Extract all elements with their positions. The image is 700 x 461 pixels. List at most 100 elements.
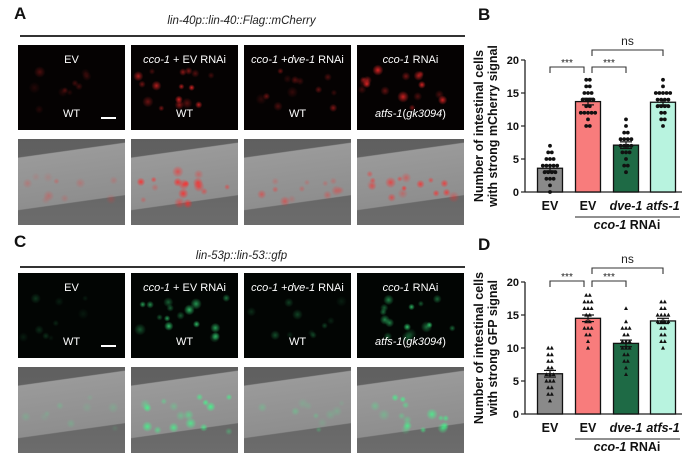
fluorescence-image: EV WT — [18, 45, 125, 130]
panel-a-divider — [20, 35, 465, 37]
brightfield-overlay-image — [357, 139, 464, 225]
data-point — [622, 359, 627, 363]
genotype-label: WT — [131, 108, 238, 120]
data-point — [589, 91, 594, 95]
data-point — [620, 326, 625, 330]
data-point — [549, 170, 554, 175]
significance-bracket — [591, 280, 627, 287]
data-point — [582, 299, 587, 304]
label-part: WT — [175, 108, 194, 120]
data-point — [544, 157, 549, 161]
data-point — [661, 84, 665, 89]
data-point — [546, 385, 551, 390]
data-point — [627, 339, 632, 343]
y-tick-label: 10 — [507, 343, 519, 355]
condition-label: cco-1 RNAi — [357, 54, 464, 66]
data-point — [589, 299, 594, 304]
data-point — [587, 104, 592, 109]
data-point — [546, 359, 551, 363]
significance-label: ns — [621, 34, 634, 48]
data-point — [625, 130, 630, 135]
label-part: cco-1 — [143, 282, 170, 294]
data-point — [587, 293, 592, 297]
y-tick-label: 15 — [507, 310, 519, 322]
data-point — [548, 163, 552, 168]
label-part: dve-1 — [287, 282, 316, 294]
label-part: WT — [62, 108, 81, 120]
data-point — [548, 398, 552, 403]
data-point — [548, 378, 552, 383]
label-part: RNAi — [315, 282, 344, 294]
x-category-label: EV — [580, 199, 597, 213]
panel-c-divider — [20, 266, 465, 268]
data-point — [627, 326, 632, 330]
data-point — [627, 345, 632, 350]
x-category-label: dve-1 — [610, 199, 643, 213]
data-point — [629, 137, 634, 142]
data-point — [546, 150, 551, 155]
label-part: gk3094 — [406, 108, 443, 120]
data-point — [549, 365, 554, 370]
data-point — [666, 319, 671, 324]
data-point — [584, 97, 589, 102]
significance-bracket — [591, 267, 664, 274]
genotype-label: WT — [131, 336, 238, 348]
data-point — [586, 326, 590, 330]
label-part: EV — [64, 282, 79, 294]
data-point — [625, 163, 630, 168]
brightfield-overlay-image — [131, 367, 238, 453]
data-point — [551, 372, 556, 376]
label-part: cco-1 — [251, 54, 279, 66]
data-point — [555, 163, 560, 168]
data-point — [659, 97, 664, 102]
label-part: ( — [402, 108, 407, 120]
data-point — [540, 163, 545, 168]
data-point — [661, 124, 665, 128]
label-part: RNAi — [409, 54, 439, 66]
data-point — [549, 385, 554, 390]
data-point — [620, 150, 625, 155]
data-point — [662, 326, 667, 330]
data-point — [624, 319, 628, 324]
bar — [612, 342, 640, 415]
data-point — [544, 176, 549, 181]
data-point — [587, 77, 592, 82]
data-point — [659, 110, 664, 115]
data-point — [655, 104, 660, 109]
label-part: ) — [442, 108, 446, 120]
data-point — [659, 312, 664, 317]
data-point — [668, 91, 673, 95]
data-point — [582, 91, 587, 95]
data-point — [589, 306, 594, 310]
y-tick-label: 0 — [513, 409, 519, 421]
data-point — [584, 84, 589, 89]
data-point — [546, 365, 551, 370]
condition-label: cco-1 RNAi — [357, 282, 464, 294]
label-part: RNAi — [409, 282, 439, 294]
y-tick-label: 15 — [507, 88, 519, 100]
brightfield-overlay-image — [244, 139, 351, 225]
data-point — [544, 372, 549, 376]
significance-bracket — [591, 49, 664, 56]
x-category-label: EV — [542, 421, 559, 435]
data-point — [659, 326, 664, 330]
label-part: WT — [175, 336, 194, 348]
y-tick-label: 5 — [513, 376, 519, 388]
data-point — [659, 339, 664, 343]
data-point — [624, 306, 628, 310]
data-point — [625, 359, 630, 363]
data-point — [582, 306, 587, 310]
data-point — [578, 110, 583, 115]
x-category-label: EV — [542, 199, 559, 213]
data-point — [662, 110, 667, 115]
bar — [649, 320, 677, 415]
label-part: atfs-1 — [375, 108, 403, 120]
data-point — [551, 378, 556, 383]
fluorescence-image: EV WT — [18, 273, 125, 358]
data-point — [548, 190, 552, 194]
brightfield-overlay-image — [131, 139, 238, 225]
data-point — [666, 104, 671, 109]
data-point — [622, 332, 627, 337]
condition-label: cco-1 +dve-1 RNAi — [244, 282, 351, 294]
data-point — [584, 312, 589, 317]
